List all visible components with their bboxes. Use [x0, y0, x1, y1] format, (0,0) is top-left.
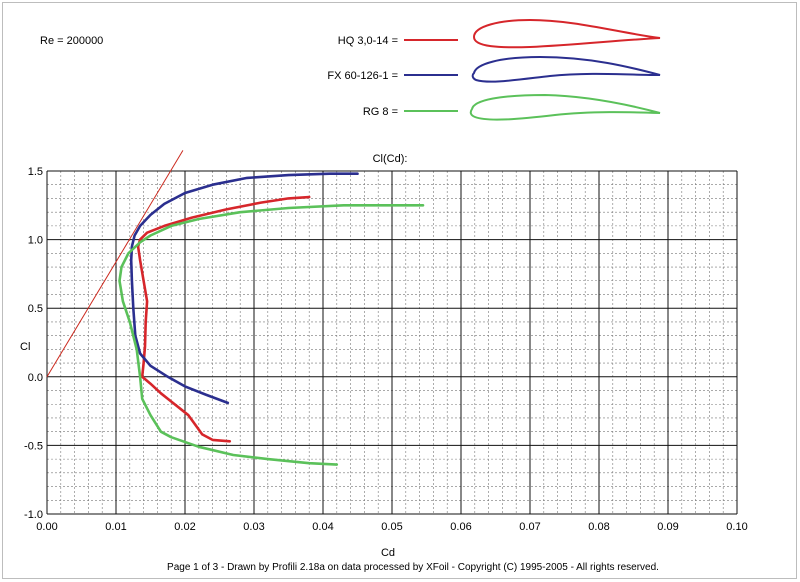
x-axis-label: Cd	[381, 547, 395, 559]
legend-label-rg-8: RG 8 =	[363, 106, 398, 118]
series-line-fx-60-126-1	[129, 172, 359, 405]
x-tick-label: 0.06	[450, 521, 471, 533]
x-tick-label: 0.10	[726, 521, 747, 533]
y-tick-label: 0.0	[28, 372, 43, 384]
y-tick-label: -1.0	[24, 509, 43, 521]
x-tick-label: 0.09	[657, 521, 678, 533]
x-tick-label: 0.00	[36, 521, 57, 533]
y-tick-label: 1.5	[28, 166, 43, 178]
grid-major	[46, 170, 738, 515]
y-tick-label: 1.0	[28, 235, 43, 247]
tick-labels: 0.00 0.01 0.02 0.03 0.04 0.05 0.06 0.07 0.08 0.09…	[24, 166, 748, 533]
airfoil-shape-fx-60-126-1	[471, 55, 661, 83]
legend-label-fx-60-126-1: FX 60-126-1 =	[327, 70, 398, 82]
x-tick-label: 0.07	[519, 521, 540, 533]
y-axis-label: Cl	[20, 341, 30, 353]
tangent-line	[46, 150, 184, 378]
legend: HQ 3,0-14 = FX 60-126-1 = RG 8 =	[327, 18, 661, 121]
series-lines	[118, 172, 425, 466]
y-tick-label: -0.5	[24, 440, 43, 452]
footer-text: Page 1 of 3 - Drawn by Profili 2.18a on …	[167, 562, 659, 573]
legend-label-hq-3-0-14: HQ 3,0-14 =	[338, 35, 398, 47]
x-tick-label: 0.01	[105, 521, 126, 533]
airfoil-shape-rg-8	[469, 93, 661, 121]
x-tick-label: 0.04	[312, 521, 333, 533]
series-line-hq-3-0-14	[136, 195, 311, 443]
tangent-line-path	[46, 150, 184, 378]
x-tick-label: 0.02	[174, 521, 195, 533]
x-tick-label: 0.05	[381, 521, 402, 533]
x-tick-label: 0.03	[243, 521, 264, 533]
airfoil-shape-hq-3-0-14	[472, 18, 661, 49]
y-tick-label: 0.5	[28, 303, 43, 315]
series-line-rg-8	[118, 204, 425, 466]
reynolds-label: Re = 200000	[40, 35, 103, 47]
x-tick-label: 0.08	[588, 521, 609, 533]
chart-title: Cl(Cd):	[373, 153, 408, 165]
